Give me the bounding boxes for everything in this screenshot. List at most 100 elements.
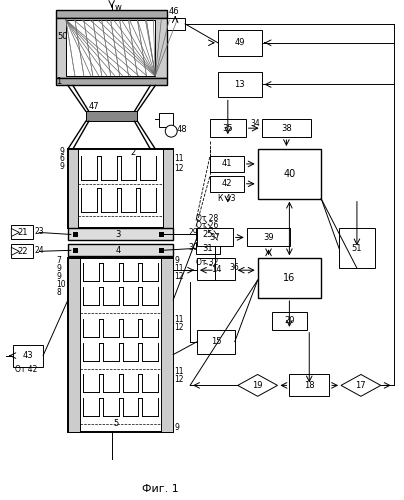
Bar — [68, 228, 173, 240]
Bar — [56, 10, 167, 18]
Text: 31: 31 — [203, 244, 213, 253]
Polygon shape — [341, 374, 381, 396]
Text: 6: 6 — [60, 154, 65, 164]
Text: 43: 43 — [23, 351, 34, 360]
Text: 24: 24 — [34, 246, 44, 255]
Text: 39: 39 — [263, 233, 274, 242]
Text: 25: 25 — [203, 230, 213, 239]
Text: 37: 37 — [210, 233, 220, 242]
Text: 48: 48 — [176, 124, 187, 134]
Text: 30: 30 — [188, 243, 198, 252]
Text: 50: 50 — [57, 32, 67, 42]
Text: От 32: От 32 — [196, 258, 219, 266]
Text: 49: 49 — [234, 38, 245, 48]
Text: 13: 13 — [234, 80, 245, 89]
Text: 12: 12 — [174, 375, 184, 384]
Bar — [167, 18, 185, 30]
Bar — [258, 258, 321, 298]
Polygon shape — [11, 228, 19, 236]
Text: 22: 22 — [17, 247, 27, 256]
Text: 9: 9 — [56, 264, 61, 272]
Bar — [210, 176, 244, 192]
Text: 40: 40 — [283, 169, 295, 179]
Bar — [68, 244, 173, 256]
Text: 5: 5 — [113, 418, 118, 428]
Text: 29: 29 — [188, 228, 198, 237]
Text: 36: 36 — [230, 262, 240, 272]
Bar — [159, 114, 173, 127]
Bar — [68, 258, 173, 432]
Bar — [159, 232, 164, 237]
Bar — [163, 149, 173, 228]
Text: 9: 9 — [60, 146, 65, 156]
Bar — [197, 330, 235, 353]
Bar — [210, 119, 246, 137]
Text: 9: 9 — [174, 256, 179, 265]
Text: 35: 35 — [223, 124, 233, 132]
Text: 8: 8 — [56, 288, 61, 296]
Text: К 43: К 43 — [218, 194, 236, 203]
Bar — [11, 244, 33, 258]
Text: 20: 20 — [284, 316, 295, 326]
Text: 3: 3 — [116, 230, 121, 239]
Text: От 26: От 26 — [196, 221, 219, 230]
Bar — [66, 20, 155, 76]
Text: 9: 9 — [60, 162, 65, 172]
Bar — [13, 344, 43, 366]
Text: w: w — [115, 2, 122, 12]
Text: 38: 38 — [281, 124, 292, 132]
Bar — [258, 149, 321, 198]
Text: 11: 11 — [174, 154, 184, 164]
Bar — [289, 374, 329, 396]
Text: 47: 47 — [89, 102, 99, 111]
Text: От 28: От 28 — [196, 214, 218, 223]
Bar — [196, 242, 220, 254]
Bar — [261, 119, 311, 137]
Text: 15: 15 — [210, 337, 221, 346]
Bar — [339, 228, 375, 268]
Text: 17: 17 — [356, 381, 366, 390]
Text: 51: 51 — [351, 244, 362, 253]
Bar — [196, 228, 220, 240]
Text: 23: 23 — [34, 227, 44, 236]
Text: 2: 2 — [130, 148, 136, 158]
Text: 19: 19 — [252, 381, 263, 390]
Text: 11: 11 — [174, 316, 184, 324]
Text: От 42: От 42 — [15, 365, 38, 374]
Text: 41: 41 — [221, 160, 232, 168]
Text: 12: 12 — [174, 272, 184, 280]
Polygon shape — [11, 248, 19, 256]
Text: 42: 42 — [221, 180, 232, 188]
Bar — [68, 258, 80, 432]
Bar — [74, 248, 78, 253]
Text: Фиг. 1: Фиг. 1 — [142, 484, 179, 494]
Text: 1: 1 — [56, 77, 61, 86]
Text: 18: 18 — [304, 381, 315, 390]
Bar — [56, 18, 167, 78]
Text: 16: 16 — [283, 273, 295, 283]
Polygon shape — [238, 374, 278, 396]
Bar — [218, 30, 261, 56]
Text: 11: 11 — [174, 264, 184, 272]
Bar — [247, 228, 290, 246]
Bar — [86, 112, 137, 121]
Bar — [161, 258, 173, 432]
Text: 34: 34 — [250, 118, 261, 128]
Text: 11: 11 — [174, 367, 184, 376]
Bar — [68, 149, 78, 228]
Bar — [11, 226, 33, 239]
Text: 46: 46 — [168, 8, 179, 16]
Text: 14: 14 — [210, 264, 221, 274]
Bar — [56, 78, 167, 86]
Bar — [271, 312, 307, 330]
Text: 9: 9 — [174, 422, 179, 432]
Bar — [218, 72, 261, 98]
Text: 9: 9 — [56, 272, 61, 280]
Bar — [197, 228, 233, 246]
Bar — [68, 149, 173, 228]
Bar — [210, 156, 244, 172]
Text: 21: 21 — [17, 228, 27, 237]
Text: 10: 10 — [56, 280, 65, 288]
Bar — [159, 248, 164, 253]
Bar — [74, 232, 78, 237]
